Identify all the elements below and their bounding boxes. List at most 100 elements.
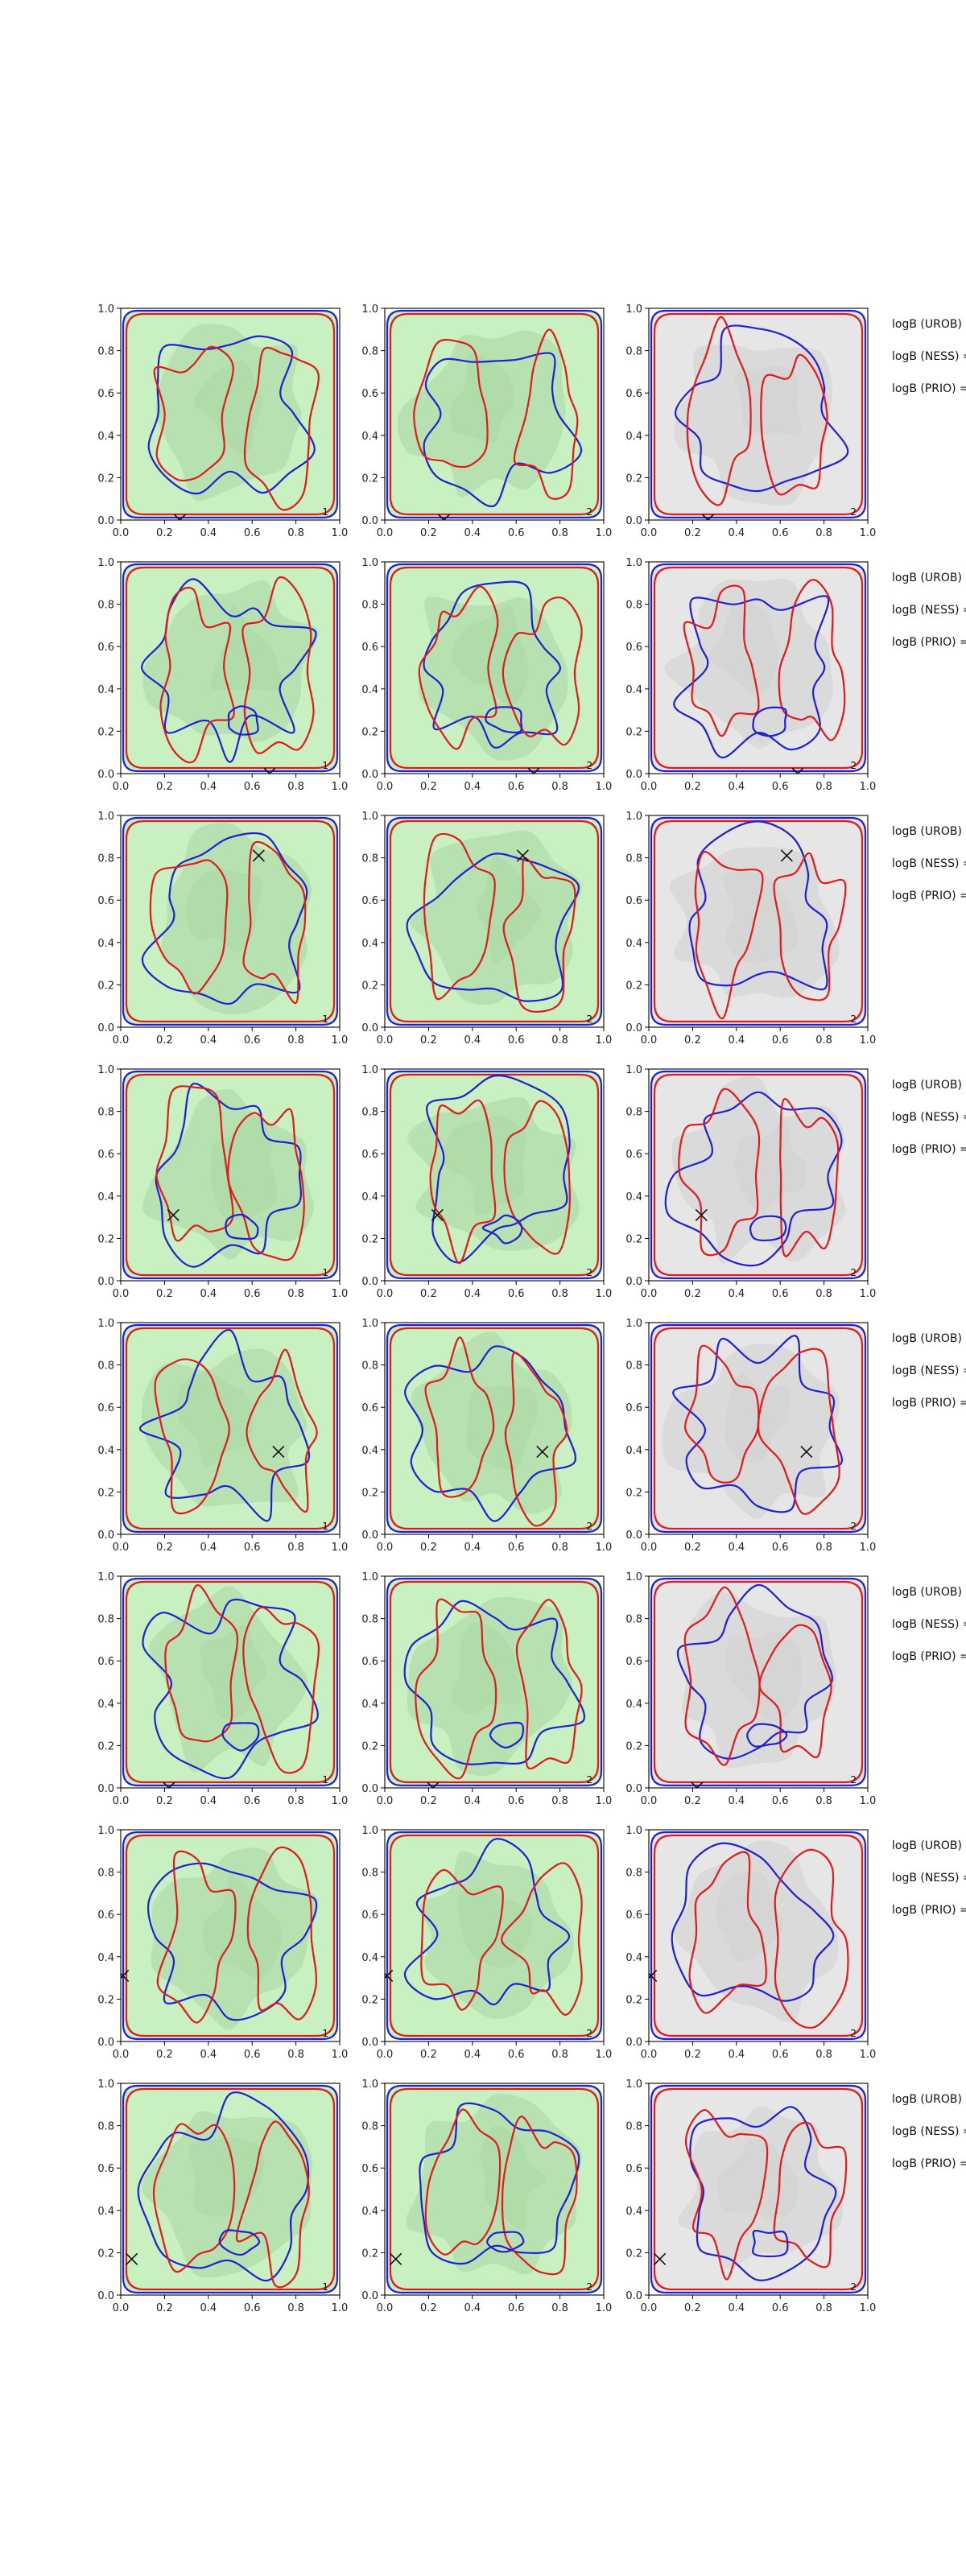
y-tick-label: 0.2 [361, 1740, 378, 1752]
blue-edge-contour [122, 309, 339, 519]
contour-area [385, 1323, 604, 1534]
y-tick-label: 0.2 [361, 1233, 378, 1245]
y-tick-label: 0.2 [361, 726, 378, 738]
contour-area [121, 1576, 340, 1788]
y-tick-label: 0.8 [361, 346, 378, 358]
red-contour [418, 585, 499, 750]
panel-r2-c2: 0.0 0.2 0.4 0.6 0.8 1.0 0.0 0.2 0.4 0.6 0.8 1.0 2 [361, 557, 612, 793]
filled-level-inner [397, 330, 566, 497]
corner-label: 2 [586, 2028, 592, 2039]
red-edge-contour [389, 312, 600, 516]
contour-area [385, 2083, 604, 2295]
x-tick-label: 0.6 [244, 527, 261, 539]
blue-edge-contour [386, 2084, 603, 2294]
corner-label: 2 [586, 1521, 592, 1532]
x-marker [654, 2252, 667, 2265]
y-tick-label: 0.4 [361, 431, 378, 443]
x-marker [437, 514, 451, 520]
x-tick-label: 1.0 [332, 2302, 349, 2314]
y-tick-label: 0.0 [97, 2037, 114, 2049]
y-tick-label: 1.0 [625, 2079, 642, 2091]
side-labels-row-6: logB (UROB) = logB (NESS) = logB (PRIO) = [892, 1586, 966, 1663]
red-contour [159, 586, 235, 764]
filled-level-inner [678, 2106, 844, 2268]
red-contour [415, 1598, 497, 1780]
red-contour [502, 597, 583, 746]
x-tick-label: 1.0 [860, 2302, 877, 2314]
panel-r3-c2: 0.0 0.2 0.4 0.6 0.8 1.0 0.0 0.2 0.4 0.6 0.8 1.0 2 [361, 811, 612, 1046]
filled-level-inner [141, 2111, 312, 2278]
corner-label: 2 [850, 1267, 857, 1278]
red-edge-contour [125, 312, 336, 516]
contour-area [121, 815, 340, 1027]
blue-edge-contour [650, 1831, 867, 2041]
corner-label: 2 [586, 506, 592, 518]
side-labels-row-7: logB (UROB) = logB (NESS) = logB (PRIO) = [892, 1839, 966, 1917]
y-tick-label: 0.6 [361, 388, 378, 400]
side-labels-row-1: logB (UROB) = logB (NESS) = logB (PRIO) = [892, 318, 966, 395]
axes-frame [120, 308, 341, 521]
x-tick-label: 0.0 [377, 781, 394, 793]
x-marker [516, 849, 529, 862]
y-tick-label: 1.0 [361, 303, 378, 316]
side-label: logB (UROB) = [892, 1332, 966, 1345]
filled-level-inner [662, 1344, 840, 1519]
panel-r4-c2: 0.0 0.2 0.4 0.6 0.8 1.0 0.0 0.2 0.4 0.6 0.8 1.0 2 [361, 1064, 612, 1300]
y-tick-label: 1.0 [625, 1318, 642, 1330]
x-tick-label: 0.4 [728, 527, 745, 539]
panel-r5-c3: 0.0 0.2 0.4 0.6 0.8 1.00.00.20.40.60.81.02 [625, 1318, 876, 1554]
red-edge-contour [653, 1073, 864, 1277]
y-tick-label: 0.6 [361, 1149, 378, 1161]
blue-edge-contour [386, 563, 603, 773]
axes-frame [120, 1829, 341, 2042]
x-tick-label: 0.8 [551, 1288, 568, 1300]
x-tick-label: 1.0 [596, 1795, 613, 1807]
y-tick-label: 0.4 [97, 2206, 114, 2218]
red-contour [153, 345, 234, 482]
y-tick-label: 0.6 [97, 1656, 114, 1668]
red-contour [757, 1348, 840, 1515]
filled-level-inner [411, 1331, 572, 1514]
corner-label: 1 [322, 2281, 328, 2293]
axes-frame [384, 2083, 605, 2296]
red-contour [774, 1848, 849, 2029]
x-marker [791, 767, 804, 774]
x-tick-label: 0.6 [508, 2302, 525, 2314]
y-tick-label: 0.0 [361, 2037, 378, 2049]
y-tick-label: 0.4 [625, 1952, 642, 1964]
blue-edge-contour [122, 2084, 339, 2294]
x-tick-label: 0.2 [156, 1795, 173, 1807]
corner-label: 1 [322, 760, 328, 771]
x-tick-label: 0.8 [551, 2302, 568, 2314]
blue-contour [141, 578, 317, 763]
y-tick-label: 1.0 [361, 1064, 378, 1076]
contour-area [385, 1576, 604, 1788]
y-tick-label: 0.2 [625, 473, 642, 485]
contour-area [121, 2083, 340, 2295]
x-tick-label: 0.2 [420, 2049, 437, 2061]
contour-area [385, 308, 604, 520]
red-contour [684, 2109, 769, 2281]
red-contour [246, 1348, 318, 1513]
red-contour [154, 1358, 230, 1515]
side-label: logB (NESS) = [892, 857, 966, 870]
panel-r4-c3: 0.0 0.2 0.4 0.6 0.8 1.00.00.20.40.60.81.02 [625, 1064, 876, 1300]
x-tick-label: 0.4 [200, 1034, 217, 1046]
red-contour [758, 1624, 832, 1759]
y-tick-label: 0.8 [625, 2121, 642, 2133]
y-tick-label: 0.6 [361, 1909, 378, 1922]
x-tick-label: 0.4 [200, 2302, 217, 2314]
x-tick-label: 1.0 [332, 527, 349, 539]
x-tick-label: 0.2 [684, 781, 701, 793]
blue-contour [676, 1583, 833, 1760]
x-tick-label: 0.4 [464, 1795, 481, 1807]
x-tick-label: 0.8 [287, 1795, 304, 1807]
y-tick-label: 0.4 [625, 431, 642, 443]
y-tick-label: 0.8 [625, 1868, 642, 1880]
blue-contour [403, 1838, 571, 2005]
y-tick-label: 1.0 [361, 557, 378, 569]
x-tick-label: 0.4 [200, 1542, 217, 1554]
y-tick-label: 0.0 [97, 1530, 114, 1542]
red-edge-contour [125, 566, 336, 770]
red-contour [501, 1862, 583, 2016]
